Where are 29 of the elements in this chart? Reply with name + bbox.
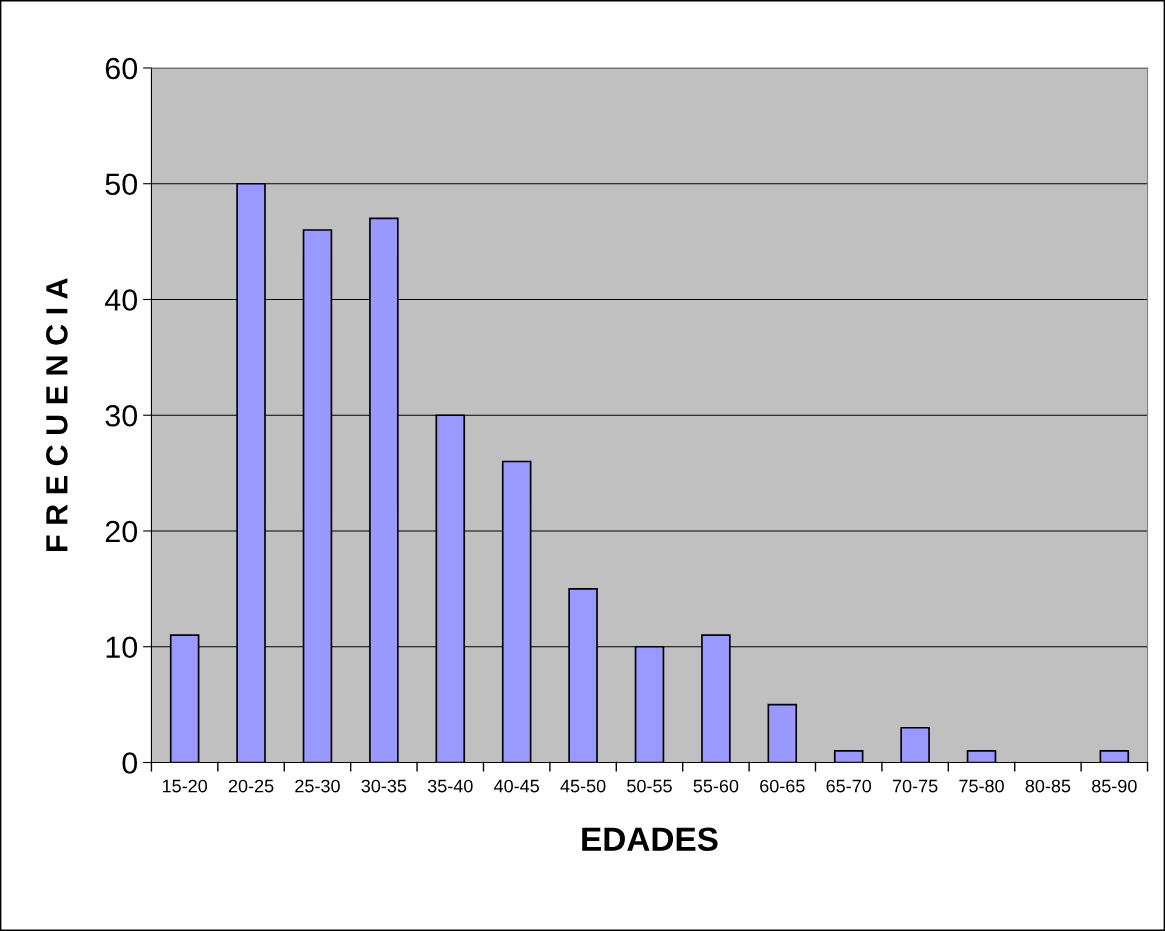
- x-tick-label: 60-65: [760, 779, 805, 793]
- x-tick-label: 70-75: [892, 779, 938, 793]
- bar: [1099, 750, 1130, 763]
- y-tick-label: 60: [105, 57, 138, 80]
- x-tick-label: 20-25: [228, 779, 274, 793]
- y-tick-label: 10: [106, 636, 138, 659]
- x-tick-label: 30-35: [361, 779, 407, 793]
- y-tick-label: 30: [105, 404, 138, 427]
- y-axis-title: F R E C U E N C I A: [46, 278, 68, 551]
- x-tick-label: 80-85: [1025, 779, 1071, 793]
- x-tick-label: 65-70: [826, 779, 872, 793]
- bar: [900, 726, 930, 763]
- x-axis-title: EDADES: [582, 827, 718, 852]
- y-tick-label: 20: [105, 520, 138, 543]
- x-tick-label: 40-45: [494, 779, 540, 793]
- y-tick-label: 40: [104, 289, 138, 311]
- x-tick-label: 15-20: [162, 779, 208, 793]
- x-tick-label: 85-90: [1092, 779, 1137, 793]
- x-tick-label: 55-60: [693, 779, 739, 793]
- x-tick-label: 50-55: [627, 779, 672, 793]
- x-tick-label: 25-30: [295, 779, 340, 793]
- x-tick-label: 45-50: [560, 779, 606, 793]
- y-tick-label: 50: [105, 173, 138, 196]
- bar: [833, 750, 864, 763]
- x-tick-label: 35-40: [427, 779, 473, 793]
- y-tick-label: 0: [122, 752, 138, 774]
- bar: [966, 750, 997, 763]
- bar: [767, 703, 798, 763]
- x-tick-label: 75-80: [959, 779, 1004, 793]
